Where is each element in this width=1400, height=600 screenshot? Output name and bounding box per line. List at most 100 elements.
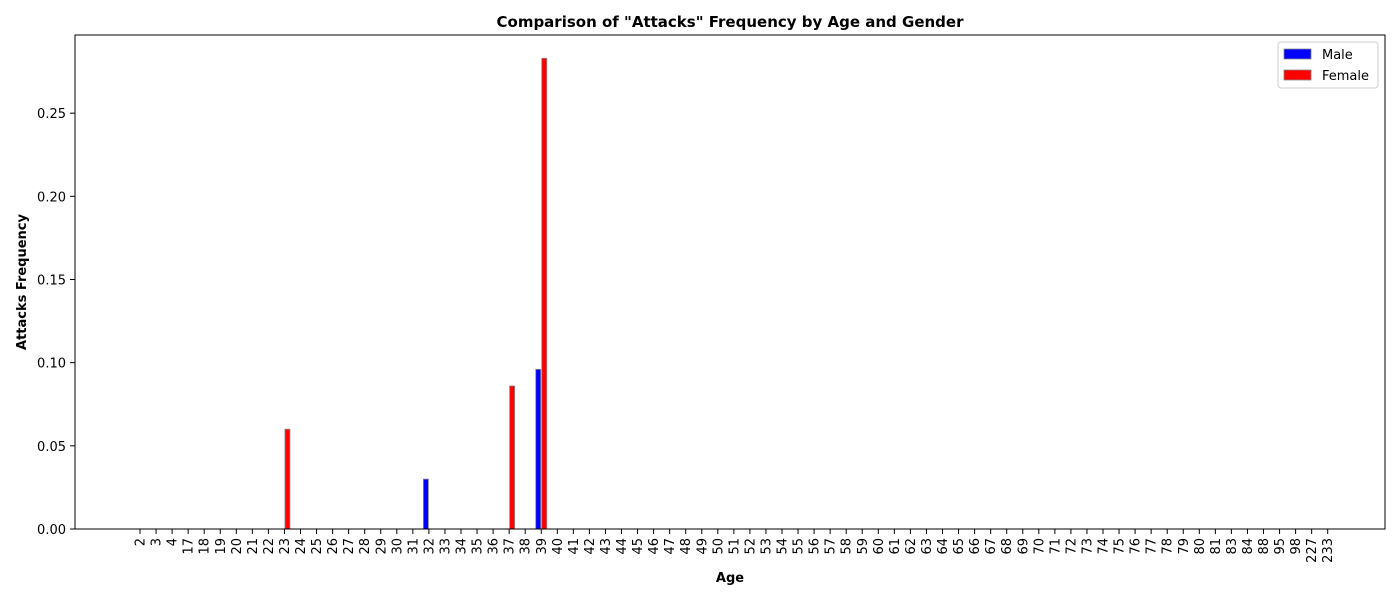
x-tick-label: 31 xyxy=(406,538,421,555)
x-tick-label: 28 xyxy=(358,538,373,555)
x-tick-label: 72 xyxy=(1064,538,1079,555)
y-tick-label: 0.05 xyxy=(37,440,66,455)
x-tick-label: 54 xyxy=(776,538,791,555)
x-tick-label: 34 xyxy=(455,538,470,555)
legend-swatch-female xyxy=(1283,69,1312,81)
x-tick-label: 76 xyxy=(1129,538,1144,555)
x-tick-label: 81 xyxy=(1209,538,1224,555)
x-tick-label: 79 xyxy=(1177,538,1192,555)
legend: Male Female xyxy=(1277,41,1379,89)
y-axis-label: Attacks Frequency xyxy=(15,213,30,349)
x-tick-label: 40 xyxy=(551,538,566,555)
x-tick-label: 19 xyxy=(214,538,229,555)
x-tick-label: 227 xyxy=(1305,538,1320,563)
x-tick-label: 80 xyxy=(1193,538,1208,555)
x-tick-label: 35 xyxy=(471,538,486,555)
x-tick-label: 71 xyxy=(1048,538,1063,555)
x-axis-label: Age xyxy=(716,571,744,586)
x-tick-label: 38 xyxy=(519,538,534,555)
x-tick-label: 39 xyxy=(535,538,550,555)
x-tick-label: 45 xyxy=(631,538,646,555)
bars-group xyxy=(284,57,548,530)
x-tick-label: 60 xyxy=(872,538,887,555)
x-tick-label: 17 xyxy=(182,538,197,555)
legend-swatch-male xyxy=(1283,48,1312,60)
x-tick-label: 73 xyxy=(1080,538,1095,555)
x-tick-label: 41 xyxy=(567,538,582,555)
x-tick-label: 64 xyxy=(936,538,951,555)
x-tick-label: 36 xyxy=(487,538,502,555)
x-tick-label: 58 xyxy=(840,538,855,555)
x-tick-label: 50 xyxy=(711,538,726,555)
x-tick-label: 33 xyxy=(438,538,453,555)
x-tick-label: 52 xyxy=(743,538,758,555)
x-tick-label: 51 xyxy=(727,538,742,555)
x-tick-label: 25 xyxy=(310,538,325,555)
x-tick-label: 78 xyxy=(1161,538,1176,555)
y-axis: 0.00 0.05 0.10 0.15 0.20 0.25 xyxy=(37,107,75,538)
x-tick-label: 49 xyxy=(695,538,710,555)
x-tick-label: 48 xyxy=(679,538,694,555)
x-tick-label: 62 xyxy=(904,538,919,555)
x-tick-label: 23 xyxy=(278,538,293,555)
x-tick-label: 21 xyxy=(246,538,261,555)
x-axis: 2 3 4 17 18 19 20 21 22 23 24 25 26 27 28 29 30 31 32 33 34 3… xyxy=(134,529,1336,563)
x-tick-label: 53 xyxy=(759,538,774,555)
x-tick-label: 75 xyxy=(1113,538,1128,555)
x-tick-label: 233 xyxy=(1321,538,1336,563)
x-tick-label: 68 xyxy=(1000,538,1015,555)
x-tick-label: 98 xyxy=(1289,538,1304,555)
x-tick-label: 65 xyxy=(952,538,967,555)
bar-female-39 xyxy=(541,57,548,530)
x-tick-label: 61 xyxy=(888,538,903,555)
x-tick-label: 32 xyxy=(422,538,437,555)
chart-title: Comparison of "Attacks" Frequency by Age… xyxy=(497,13,965,31)
x-tick-label: 55 xyxy=(792,538,807,555)
y-tick-label: 0.15 xyxy=(37,274,66,289)
x-tick-label: 74 xyxy=(1097,538,1112,555)
x-tick-label: 27 xyxy=(342,538,357,555)
x-tick-label: 44 xyxy=(615,538,630,555)
legend-label-male: Male xyxy=(1322,48,1353,63)
bar-male-32 xyxy=(422,478,429,530)
bar-female-23 xyxy=(284,428,291,530)
x-tick-label: 24 xyxy=(294,538,309,555)
x-tick-label: 84 xyxy=(1241,538,1256,555)
x-tick-label: 83 xyxy=(1225,538,1240,555)
x-tick-label: 3 xyxy=(150,538,165,546)
y-tick-label: 0.20 xyxy=(37,190,66,205)
x-tick-label: 43 xyxy=(599,538,614,555)
x-tick-label: 77 xyxy=(1145,538,1160,555)
x-tick-label: 59 xyxy=(856,538,871,555)
x-tick-label: 20 xyxy=(230,538,245,555)
x-tick-label: 47 xyxy=(663,538,678,555)
y-tick-label: 0.10 xyxy=(37,357,66,372)
x-tick-label: 66 xyxy=(968,538,983,555)
x-tick-label: 57 xyxy=(824,538,839,555)
x-tick-label: 95 xyxy=(1273,538,1288,555)
x-tick-label: 70 xyxy=(1032,538,1047,555)
plot-frame xyxy=(74,34,1386,530)
x-tick-label: 30 xyxy=(390,538,405,555)
legend-label-female: Female xyxy=(1322,69,1369,84)
x-tick-label: 29 xyxy=(374,538,389,555)
x-tick-label: 18 xyxy=(198,538,213,555)
x-tick-label: 56 xyxy=(808,538,823,555)
x-tick-label: 88 xyxy=(1257,538,1272,555)
x-tick-label: 22 xyxy=(262,538,277,555)
x-tick-label: 4 xyxy=(166,538,181,546)
x-tick-label: 2 xyxy=(134,538,149,546)
y-tick-label: 0.25 xyxy=(37,107,66,122)
x-tick-label: 67 xyxy=(984,538,999,555)
y-tick-label: 0.00 xyxy=(37,523,66,538)
x-tick-label: 63 xyxy=(920,538,935,555)
x-tick-label: 26 xyxy=(326,538,341,555)
x-tick-label: 46 xyxy=(647,538,662,555)
bar-male-39 xyxy=(535,368,542,530)
x-tick-label: 42 xyxy=(583,538,598,555)
x-tick-label: 37 xyxy=(503,538,518,555)
bar-female-37 xyxy=(509,385,516,530)
x-tick-label: 69 xyxy=(1016,538,1031,555)
